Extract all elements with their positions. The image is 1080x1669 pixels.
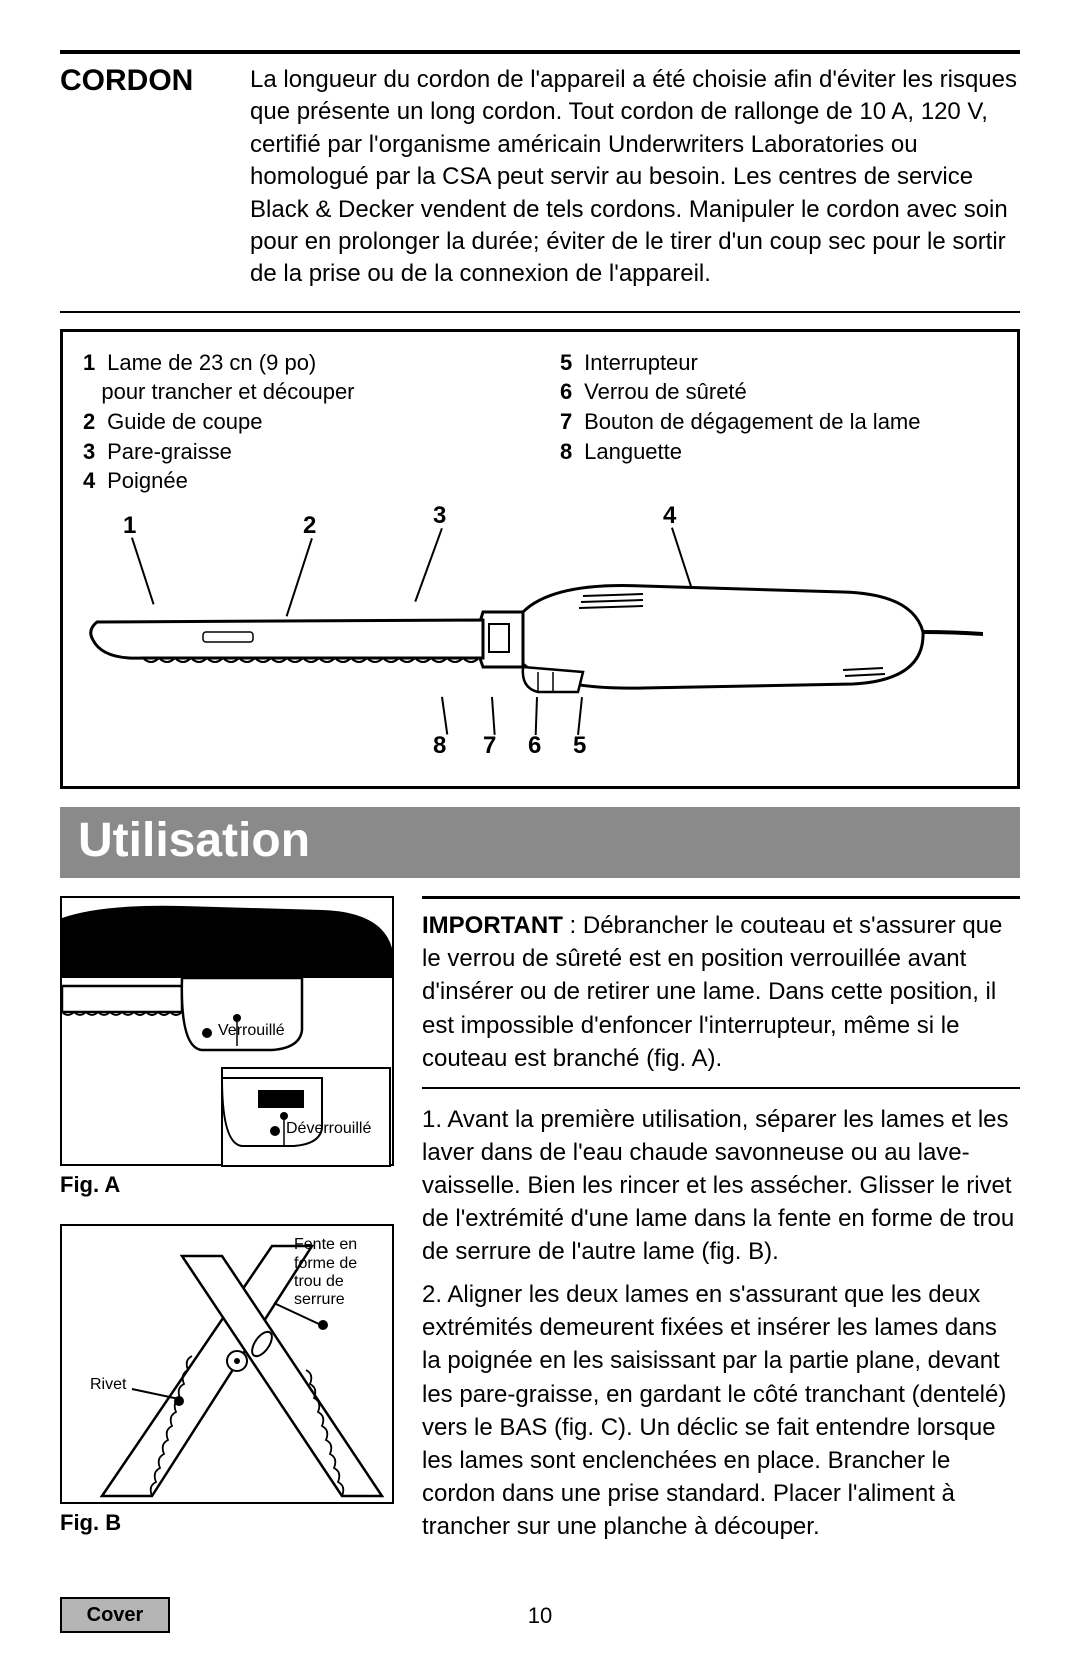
label-keyhole: Fente en forme de trou de serrure xyxy=(294,1236,384,1310)
label-unlocked: Déverrouillé xyxy=(286,1120,371,1138)
cordon-body: La longueur du cordon de l'appareil a ét… xyxy=(250,64,1020,291)
mid-rule xyxy=(60,311,1020,313)
parts-col-right: 5 Interrupteur 6 Verrou de sûreté 7 Bout… xyxy=(560,348,997,496)
callout-6: 6 xyxy=(528,732,541,760)
callout-4: 4 xyxy=(663,502,676,530)
top-rule xyxy=(60,50,1020,54)
step-1: 1. Avant la première utilisation, sépare… xyxy=(422,1103,1020,1269)
important-paragraph: IMPORTANT : Débrancher le couteau et s'a… xyxy=(422,909,1020,1075)
important-rule-top xyxy=(422,896,1020,899)
callout-1: 1 xyxy=(123,512,136,540)
knife-svg xyxy=(83,572,983,732)
figure-b-caption: Fig. B xyxy=(60,1510,394,1536)
important-label: IMPORTANT xyxy=(422,912,563,939)
callout-7: 7 xyxy=(483,732,496,760)
figure-a-caption: Fig. A xyxy=(60,1172,394,1198)
important-rule-bottom xyxy=(422,1087,1020,1089)
callout-2: 2 xyxy=(303,512,316,540)
parts-col-left: 1 Lame de 23 cn (9 po) pour trancher et … xyxy=(83,348,520,496)
page-number: 10 xyxy=(0,1603,1080,1629)
knife-diagram: 1 2 3 4 xyxy=(83,502,997,772)
figure-a: Verrouillé Déverrouillé xyxy=(60,896,394,1166)
cordon-section: CORDON La longueur du cordon de l'appare… xyxy=(60,64,1020,291)
label-locked: Verrouillé xyxy=(218,1022,285,1040)
utilisation-heading: Utilisation xyxy=(60,807,1020,878)
figure-b: Fente en forme de trou de serrure Rivet xyxy=(60,1224,394,1504)
label-rivet: Rivet xyxy=(90,1376,126,1394)
step-2: 2. Aligner les deux lames en s'assurant … xyxy=(422,1278,1020,1543)
callout-5: 5 xyxy=(573,732,586,760)
callout-3: 3 xyxy=(433,502,446,530)
callout-8: 8 xyxy=(433,732,446,760)
cordon-title: CORDON xyxy=(60,64,220,291)
parts-box: 1 Lame de 23 cn (9 po) pour trancher et … xyxy=(60,329,1020,789)
